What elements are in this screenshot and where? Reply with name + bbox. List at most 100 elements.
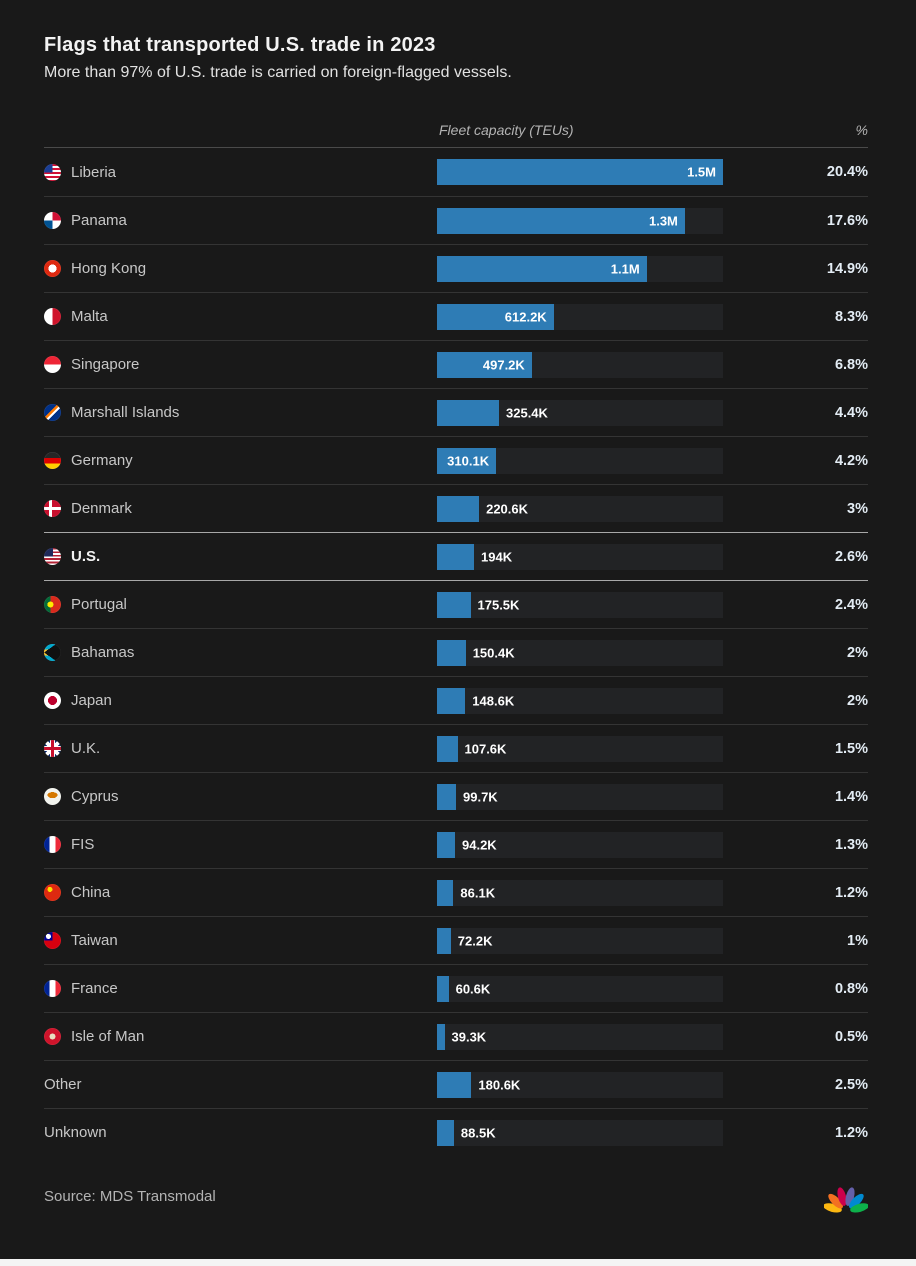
percent-label: 3% (847, 500, 868, 517)
label-cell: Isle of Man (44, 1028, 437, 1045)
value-bar (437, 447, 497, 474)
country-label: Denmark (71, 500, 132, 517)
bar-cell: 497.2K (437, 351, 723, 378)
country-label: Portugal (71, 596, 127, 613)
source-note: Source: MDS Transmodal (44, 1188, 216, 1205)
label-cell: U.K. (44, 740, 437, 757)
bar-track: 175.5K (437, 591, 723, 618)
value-label: 148.6K (472, 693, 515, 708)
bar-cell: 220.6K (437, 495, 723, 522)
value-bar (437, 879, 454, 906)
table-row: Panama 1.3M 17.6% (44, 196, 868, 244)
country-label: China (71, 884, 111, 901)
value-bar (437, 591, 471, 618)
bar-cell: 88.5K (437, 1119, 723, 1146)
value-label: 310.1K (447, 453, 490, 468)
bar-cell: 60.6K (437, 975, 723, 1002)
value-label: 1.3M (648, 213, 678, 228)
fleet-capacity-column-header: Fleet capacity (TEUs) (439, 122, 574, 138)
china-flag-icon (44, 884, 61, 901)
bar-track: 497.2K (437, 351, 723, 378)
rows: Liberia 1.5M 20.4% Panama 1.3M 17.6% Hon… (44, 148, 868, 1156)
value-label: 1.1M (610, 261, 640, 276)
bar-cell: 1.3M (437, 207, 723, 234)
uk-flag-icon (44, 740, 61, 757)
bar-track: 107.6K (437, 735, 723, 762)
country-label: Unknown (44, 1124, 107, 1141)
bar-track: 88.5K (437, 1119, 723, 1146)
value-label: 325.4K (506, 405, 548, 420)
table-row: Germany 310.1K 4.2% (44, 436, 868, 484)
country-label: Liberia (71, 163, 117, 181)
bar-track: 99.7K (437, 783, 723, 810)
percent-label: 20.4% (826, 164, 868, 180)
value-bar (437, 1023, 445, 1050)
bar-track: 39.3K (437, 1023, 723, 1050)
percent-label: 2.5% (834, 1076, 868, 1093)
singapore-flag-icon (44, 356, 61, 373)
bar-cell: 325.4K (437, 399, 723, 426)
bar-track: 1.5M (437, 159, 723, 185)
table-row: Malta 612.2K 8.3% (44, 292, 868, 340)
value-label: 497.2K (482, 357, 525, 372)
column-headers: Fleet capacity (TEUs) % (44, 122, 868, 148)
value-label: 88.5K (460, 1125, 496, 1140)
bar-cell: 72.2K (437, 927, 723, 954)
value-bar (437, 735, 458, 762)
table-row: France 60.6K 0.8% (44, 964, 868, 1012)
bar-track: 148.6K (437, 687, 723, 714)
hongkong-flag-icon (44, 260, 61, 277)
bottom-strip (0, 1259, 916, 1266)
value-label: 99.7K (463, 789, 498, 804)
bar-cell: 310.1K (437, 447, 723, 474)
country-label: Panama (71, 212, 127, 229)
country-label: Bahamas (71, 644, 135, 661)
percent-label: 6.8% (834, 356, 868, 373)
label-cell: Bahamas (44, 644, 437, 661)
percent-label: 1.5% (834, 740, 868, 757)
value-bar (437, 159, 723, 185)
bar-track: 180.6K (437, 1071, 723, 1098)
bar-track: 194K (437, 543, 723, 570)
value-bar (437, 351, 532, 378)
percent-label: 0.5% (834, 1028, 868, 1045)
value-bar (437, 783, 456, 810)
bar-cell: 39.3K (437, 1023, 723, 1050)
portugal-flag-icon (44, 596, 61, 613)
label-cell: Other (44, 1076, 437, 1093)
country-label: FIS (71, 836, 95, 853)
percent-label: 1.2% (834, 884, 868, 901)
liberia-flag-icon (44, 163, 61, 181)
label-cell: Japan (44, 692, 437, 709)
value-label: 39.3K (451, 1029, 487, 1044)
country-label: Hong Kong (71, 260, 147, 277)
value-bar (437, 831, 455, 858)
bar-cell: 1.5M (437, 159, 723, 185)
table-row: Japan 148.6K 2% (44, 676, 868, 724)
percent-label: 2% (847, 644, 868, 661)
country-label: Taiwan (71, 932, 118, 949)
bar-cell: 1.1M (437, 255, 723, 282)
table-row: Portugal 175.5K 2.4% (44, 580, 868, 628)
country-label: U.K. (71, 740, 101, 757)
bar-cell: 175.5K (437, 591, 723, 618)
table-row: Cyprus 99.7K 1.4% (44, 772, 868, 820)
label-cell: Panama (44, 212, 437, 229)
page-subtitle: More than 97% of U.S. trade is carried o… (44, 64, 512, 81)
country-label: Isle of Man (71, 1028, 145, 1045)
bar-track: 310.1K (437, 447, 723, 474)
percent-label: 1.4% (834, 788, 868, 805)
percent-label: 0.8% (834, 980, 868, 997)
value-bar (437, 399, 499, 426)
bar-cell: 107.6K (437, 735, 723, 762)
marshallislands-flag-icon (44, 404, 61, 421)
taiwan-flag-icon (44, 932, 61, 949)
bar-track: 94.2K (437, 831, 723, 858)
label-cell: Singapore (44, 356, 437, 373)
label-cell: Taiwan (44, 932, 437, 949)
value-label: 150.4K (472, 645, 515, 660)
value-label: 612.2K (504, 309, 547, 324)
value-bar (437, 687, 466, 714)
bar-track: 60.6K (437, 975, 723, 1002)
percent-label: 1% (847, 932, 868, 949)
